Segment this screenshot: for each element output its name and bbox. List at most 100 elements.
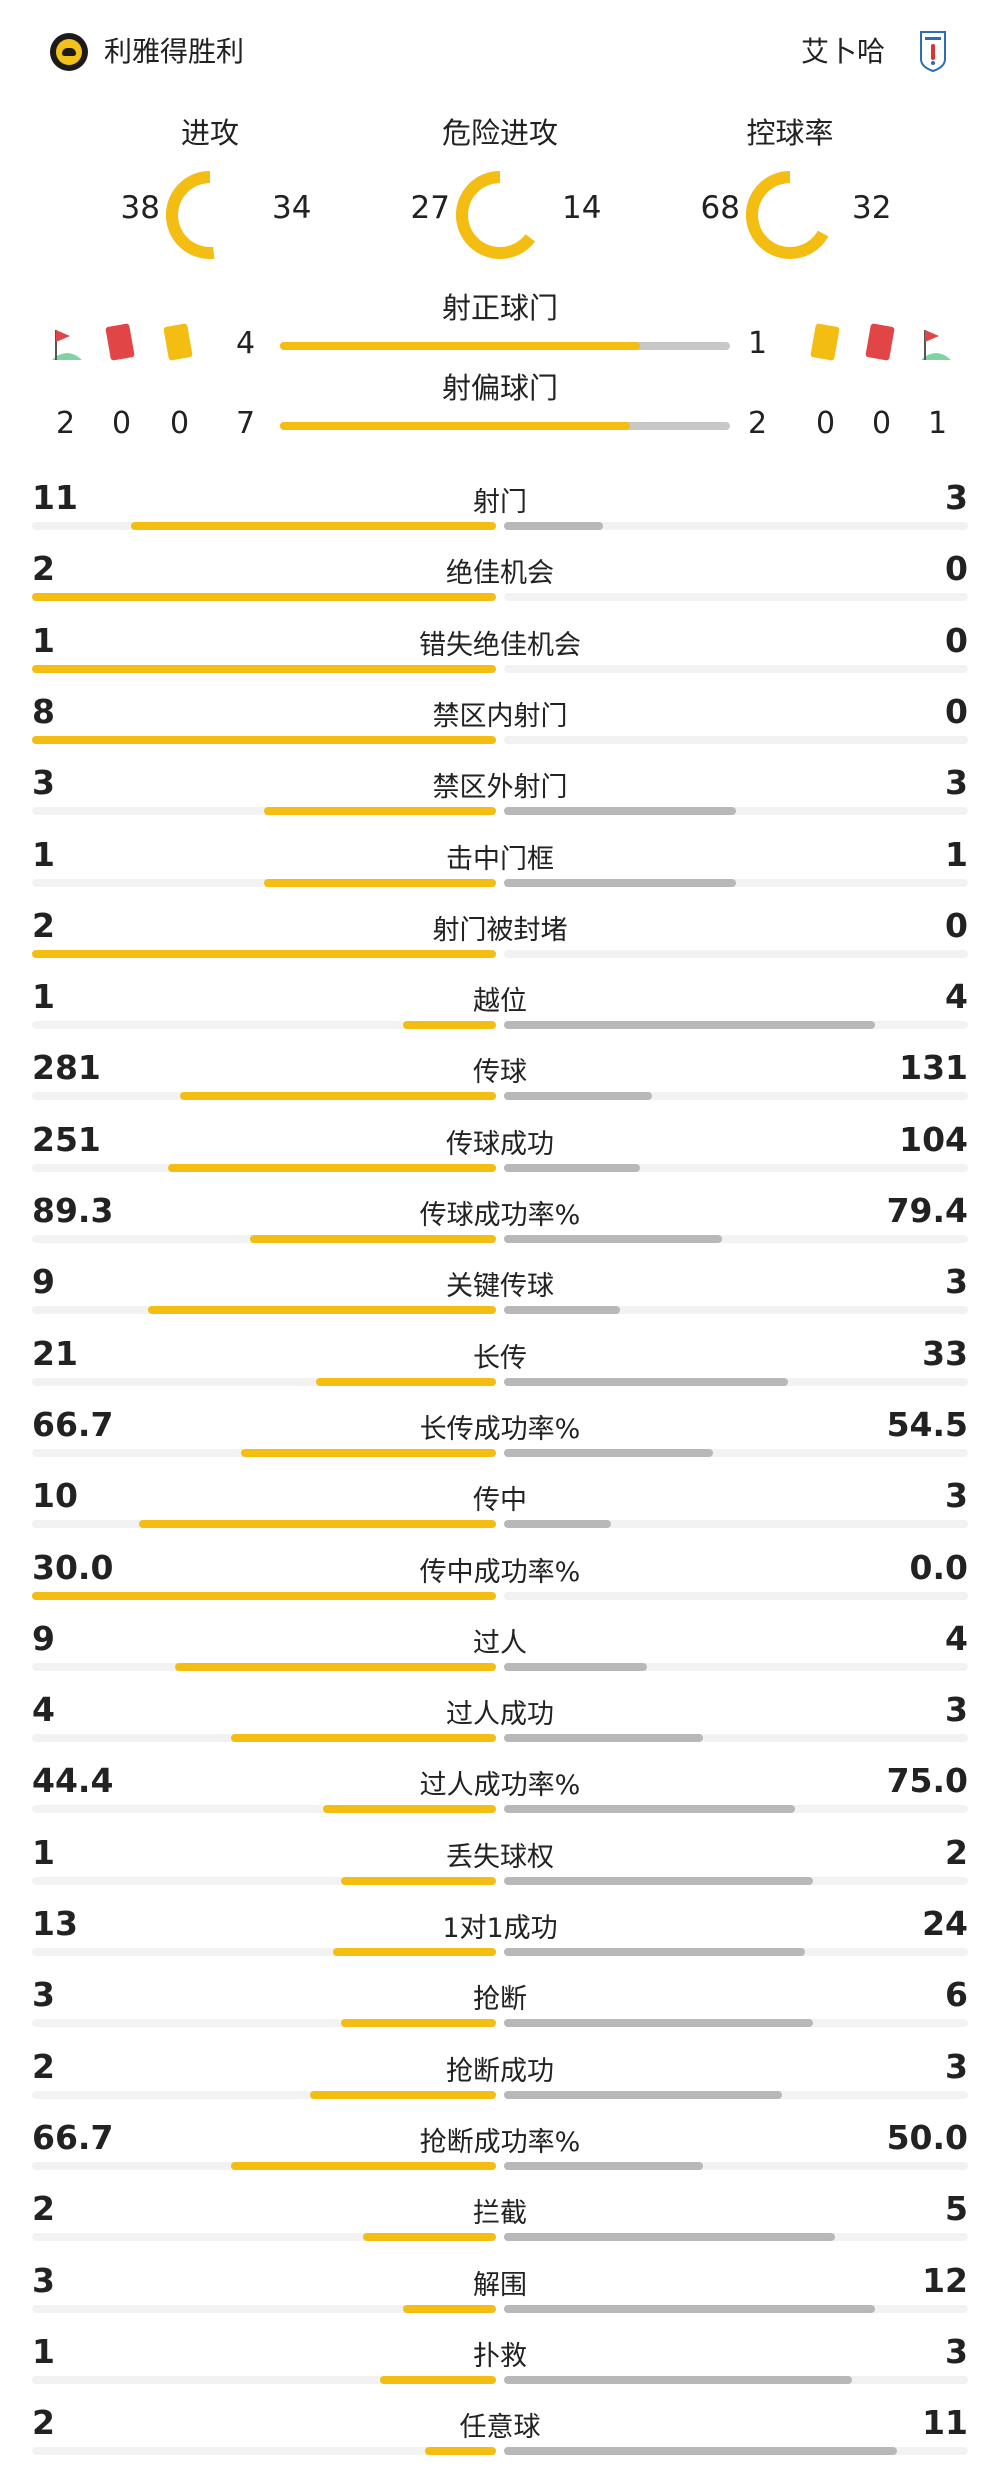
- stat-label: 长传成功率%: [419, 1414, 581, 1445]
- stat-row: 30.0 传中成功率% 0.0: [0, 1548, 1000, 1618]
- stat-home-value: 11: [32, 478, 78, 517]
- stat-away-track: [504, 593, 968, 601]
- stat-home-track: [32, 1235, 496, 1243]
- donut-away-value: 32: [852, 190, 892, 226]
- stat-label: 传中成功率%: [419, 1557, 581, 1588]
- stat-away-bar: [504, 1734, 703, 1742]
- stat-home-track: [32, 1948, 496, 1956]
- stat-home-track: [32, 1449, 496, 1457]
- stat-away-track: [504, 1306, 968, 1314]
- stat-home-track: [32, 950, 496, 958]
- donut-away-value: 14: [562, 190, 602, 226]
- stat-home-bar: [139, 1520, 496, 1528]
- shots-on-target-away: 1: [748, 326, 768, 361]
- stat-row: 2 拦截 5: [0, 2189, 1000, 2259]
- stat-home-bar: [341, 2019, 496, 2027]
- stat-away-bar: [504, 1378, 788, 1386]
- stat-away-value: 24: [922, 1904, 968, 1943]
- stat-home-track: [32, 665, 496, 673]
- stat-away-value: 1: [945, 835, 968, 874]
- red-card-icon: [105, 323, 135, 361]
- stat-home-value: 251: [32, 1120, 101, 1159]
- stat-away-value: 3: [945, 478, 968, 517]
- stat-away-value: 33: [922, 1334, 968, 1373]
- shots-on-target-bar: [280, 342, 730, 350]
- stat-home-track: [32, 1164, 496, 1172]
- stat-away-track: [504, 950, 968, 958]
- stat-away-bar: [504, 879, 736, 887]
- stat-home-track: [32, 2376, 496, 2384]
- stat-label: 传球: [473, 1057, 527, 1088]
- stat-row: 3 解围 12: [0, 2261, 1000, 2331]
- stat-row: 2 任意球 11: [0, 2403, 1000, 2473]
- stat-home-value: 281: [32, 1048, 101, 1087]
- stat-label: 拦截: [473, 2198, 527, 2229]
- stat-home-bar: [341, 1877, 496, 1885]
- stat-away-track: [504, 2233, 968, 2241]
- stat-away-track: [504, 2376, 968, 2384]
- stat-home-value: 66.7: [32, 2118, 114, 2157]
- stat-away-track: [504, 1663, 968, 1671]
- stat-label: 解围: [473, 2270, 527, 2301]
- stat-home-bar: [32, 665, 496, 673]
- stat-away-bar: [504, 1877, 814, 1885]
- shots-on-target-bar-fill: [280, 342, 640, 350]
- stat-home-bar: [363, 2233, 496, 2241]
- stat-away-value: 3: [945, 1690, 968, 1729]
- stat-row: 281 传球 131: [0, 1048, 1000, 1118]
- stat-home-track: [32, 593, 496, 601]
- stat-row: 13 1对1成功 24: [0, 1904, 1000, 1974]
- stat-home-track: [32, 2091, 496, 2099]
- stat-away-value: 104: [899, 1120, 968, 1159]
- stat-away-track: [504, 2019, 968, 2027]
- stat-home-track: [32, 2305, 496, 2313]
- stat-away-value: 131: [899, 1048, 968, 1087]
- stat-home-bar: [380, 2376, 496, 2384]
- stat-home-value: 1: [32, 2332, 55, 2371]
- donut-title: 控球率: [746, 116, 834, 150]
- corner-flag-icon: [52, 330, 82, 360]
- stat-home-bar: [264, 879, 496, 887]
- stat-label: 关键传球: [446, 1271, 554, 1302]
- stat-home-value: 1: [32, 835, 55, 874]
- stat-away-track: [504, 1092, 968, 1100]
- stat-away-value: 0.0: [909, 1548, 968, 1587]
- stat-home-bar: [131, 522, 496, 530]
- stat-home-track: [32, 1805, 496, 1813]
- stat-row: 251 传球成功 104: [0, 1120, 1000, 1190]
- stat-away-value: 5: [945, 2189, 968, 2228]
- stat-away-track: [504, 879, 968, 887]
- stat-home-value: 2: [32, 906, 55, 945]
- away-yellow-count: 0: [816, 406, 836, 441]
- stat-row: 10 传中 3: [0, 1476, 1000, 1546]
- stat-away-bar: [504, 807, 736, 815]
- donut-ring: [456, 171, 544, 259]
- stat-home-value: 4: [32, 1690, 55, 1729]
- stat-away-value: 3: [945, 2332, 968, 2371]
- stat-home-value: 2: [32, 2403, 55, 2442]
- stat-home-bar: [323, 1805, 496, 1813]
- stat-home-bar: [250, 1235, 496, 1243]
- donut-title: 危险进攻: [441, 116, 558, 150]
- stat-away-track: [504, 1592, 968, 1600]
- stat-home-track: [32, 1734, 496, 1742]
- shots-off-target-bar-fill: [280, 422, 630, 430]
- stat-home-bar: [403, 2305, 496, 2313]
- stat-home-track: [32, 807, 496, 815]
- stat-home-value: 2: [32, 2189, 55, 2228]
- stat-row: 89.3 传球成功率% 79.4: [0, 1191, 1000, 1261]
- stat-home-value: 1: [32, 621, 55, 660]
- stat-home-value: 10: [32, 1476, 78, 1515]
- donut-home-value: 27: [410, 190, 450, 226]
- stat-away-value: 2: [945, 1833, 968, 1872]
- stat-row: 8 禁区内射门 0: [0, 692, 1000, 762]
- donut-home-arc: [456, 171, 544, 259]
- stat-away-value: 75.0: [886, 1761, 968, 1800]
- donut-home-value: 68: [700, 190, 740, 226]
- stat-away-bar: [504, 1663, 647, 1671]
- stat-away-value: 79.4: [886, 1191, 968, 1230]
- stat-home-value: 8: [32, 692, 55, 731]
- stat-away-value: 4: [945, 977, 968, 1016]
- stat-home-value: 1: [32, 1833, 55, 1872]
- stat-away-value: 3: [945, 2047, 968, 2086]
